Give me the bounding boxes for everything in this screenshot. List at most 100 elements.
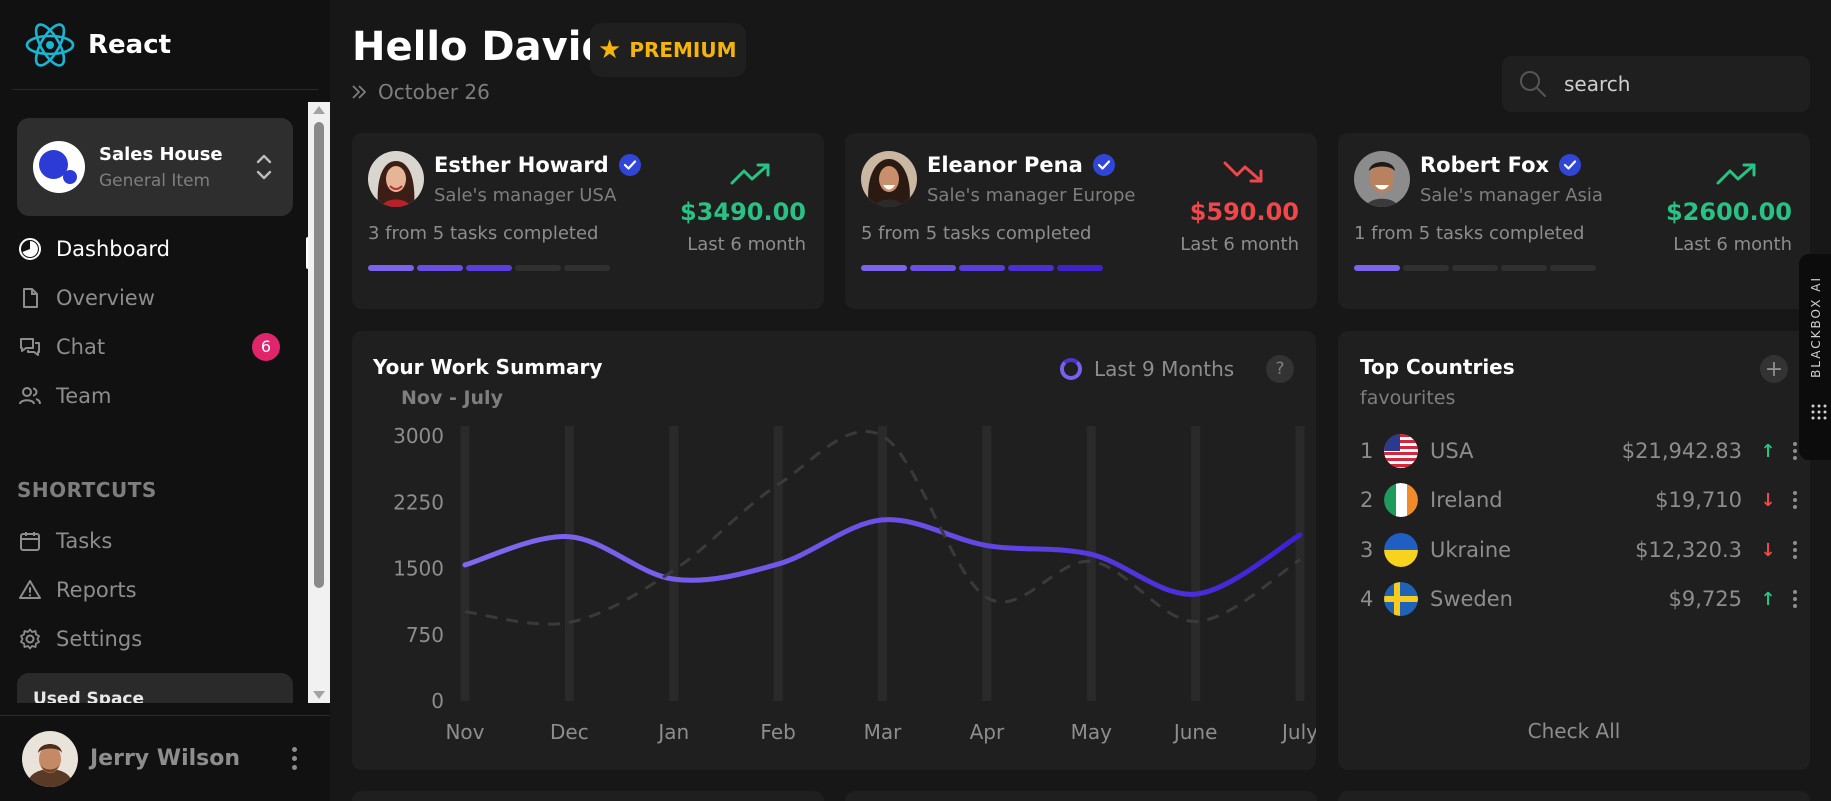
nav-item-reports[interactable]: Reports <box>0 565 310 614</box>
user-profile[interactable]: Jerry Wilson <box>0 715 330 801</box>
main-nav: Dashboard Overview Chat 6 <box>0 224 310 420</box>
current-date: October 26 <box>378 80 490 104</box>
trend-up-icon <box>1716 163 1756 185</box>
progress-segment <box>564 265 610 271</box>
country-row[interactable]: 3 Ukraine $12,320.3 ↓ <box>1360 530 1800 570</box>
progress-segment <box>1501 265 1547 271</box>
progress-segment <box>959 265 1005 271</box>
manager-name: Robert Fox <box>1420 153 1582 177</box>
country-rank: 1 <box>1360 439 1374 463</box>
nav-item-tasks[interactable]: Tasks <box>0 516 310 565</box>
double-chevron-right-icon <box>352 85 366 99</box>
sidebar-scroll-area: Sales House General Item Dashboard <box>0 102 330 703</box>
top-countries-subtitle: favourites <box>1360 387 1456 409</box>
premium-badge[interactable]: ★ PREMIUM <box>590 23 746 77</box>
workspace-switcher[interactable]: Sales House General Item <box>17 118 293 216</box>
grid-bar <box>669 426 679 701</box>
page-title: Hello David <box>352 24 611 70</box>
dashboard-icon <box>19 237 41 260</box>
progress-segment <box>1008 265 1054 271</box>
y-tick-label: 3000 <box>393 424 444 448</box>
nav-item-settings[interactable]: Settings <box>0 614 310 663</box>
period-selector[interactable]: Last 9 Months <box>1060 357 1234 381</box>
chat-unread-badge: 6 <box>252 332 280 361</box>
profile-name: Jerry Wilson <box>90 746 241 771</box>
progress-segment <box>515 265 561 271</box>
more-options-icon[interactable] <box>1790 491 1800 509</box>
y-tick-label: 0 <box>431 689 444 713</box>
country-row[interactable]: 2 Ireland $19,710 ↓ <box>1360 480 1800 520</box>
country-row[interactable]: 4 Sweden $9,725 ↑ <box>1360 579 1800 619</box>
progress-segment <box>1452 265 1498 271</box>
nav-item-chat[interactable]: Chat 6 <box>0 322 310 371</box>
nav-item-team[interactable]: Team <box>0 371 310 420</box>
date-breadcrumb: October 26 <box>350 80 490 104</box>
sidebar: React Sales House General Item Das <box>0 0 330 801</box>
grid-bar <box>1086 426 1096 701</box>
progress-segment <box>861 265 907 271</box>
work-summary-chart: 0 750 1500 2250 3000 Nov Dec Jan Feb Mar Apr May Jun… <box>393 424 1316 744</box>
add-country-button[interactable]: + <box>1760 355 1788 383</box>
progress-segment <box>910 265 956 271</box>
star-icon: ★ <box>598 35 622 65</box>
country-row[interactable]: 1 USA $21,942.83 ↑ <box>1360 431 1800 471</box>
scroll-up-arrow-icon[interactable] <box>313 106 325 114</box>
y-tick-label: 1500 <box>393 557 444 581</box>
tasks-completed: 3 from 5 tasks completed <box>368 223 599 244</box>
more-options-icon[interactable] <box>1790 590 1800 608</box>
progress-segment <box>466 265 512 271</box>
workspace-subtitle: General Item <box>99 170 211 191</box>
divider <box>12 89 318 90</box>
brand[interactable]: React <box>0 0 330 90</box>
manager-card[interactable]: Robert Fox Sale's manager Asia 1 from 5 … <box>1338 133 1810 309</box>
country-value: $12,320.3 <box>1635 538 1742 562</box>
more-options-icon[interactable] <box>1790 541 1800 559</box>
blackbox-ai-tab[interactable]: BLACKBOX AI <box>1799 254 1831 460</box>
manager-name-text: Esther Howard <box>434 153 609 177</box>
sweden-flag-icon <box>1384 582 1418 616</box>
nav-item-overview[interactable]: Overview <box>0 273 310 322</box>
team-icon <box>19 386 41 404</box>
country-rank: 2 <box>1360 488 1374 512</box>
sales-period: Last 6 month <box>1673 234 1792 255</box>
manager-role: Sale's manager USA <box>434 185 617 206</box>
x-tick-label: June <box>1172 720 1218 744</box>
premium-label: PREMIUM <box>629 38 737 62</box>
manager-card[interactable]: Eleanor Pena Sale's manager Europe 5 fro… <box>845 133 1317 309</box>
nav-label: Settings <box>56 626 143 651</box>
top-countries-card: Top Countries favourites + 1 USA $21,942… <box>1338 331 1810 770</box>
chat-icon <box>20 337 40 356</box>
check-all-link[interactable]: Check All <box>1527 719 1621 743</box>
ireland-flag-icon <box>1384 483 1418 517</box>
more-options-icon[interactable] <box>1790 442 1800 460</box>
work-summary-title: Your Work Summary <box>373 355 603 379</box>
manager-card[interactable]: Esther Howard Sale's manager USA 3 from … <box>352 133 824 309</box>
country-value: $21,942.83 <box>1621 439 1742 463</box>
help-button[interactable]: ? <box>1266 355 1294 383</box>
task-progress-bar <box>368 265 610 271</box>
sidebar-scrollbar[interactable] <box>308 102 330 703</box>
warning-icon <box>19 579 41 599</box>
search-icon <box>1520 71 1546 97</box>
scroll-down-arrow-icon[interactable] <box>313 691 325 699</box>
nav-item-dashboard[interactable]: Dashboard <box>0 224 310 273</box>
used-space-card[interactable]: Used Space <box>17 673 293 703</box>
avatar <box>861 151 917 207</box>
progress-segment <box>417 265 463 271</box>
search-box[interactable] <box>1502 56 1810 112</box>
trend-down-icon <box>1223 161 1263 183</box>
x-tick-label: July <box>1280 720 1316 744</box>
nav-label: Reports <box>56 577 137 602</box>
grid-bar <box>564 426 574 701</box>
shortcuts-heading: SHORTCUTS <box>17 478 157 502</box>
verified-badge-icon <box>618 154 641 176</box>
manager-name-text: Eleanor Pena <box>927 153 1083 177</box>
task-progress-bar <box>861 265 1103 271</box>
avatar <box>368 151 424 207</box>
search-input[interactable] <box>1564 72 1784 96</box>
scrollbar-thumb[interactable] <box>314 122 324 588</box>
more-options-icon[interactable] <box>284 747 304 770</box>
workspace-avatar <box>33 141 85 193</box>
legend-ring-icon <box>1060 358 1082 380</box>
card-peek <box>1338 791 1810 801</box>
